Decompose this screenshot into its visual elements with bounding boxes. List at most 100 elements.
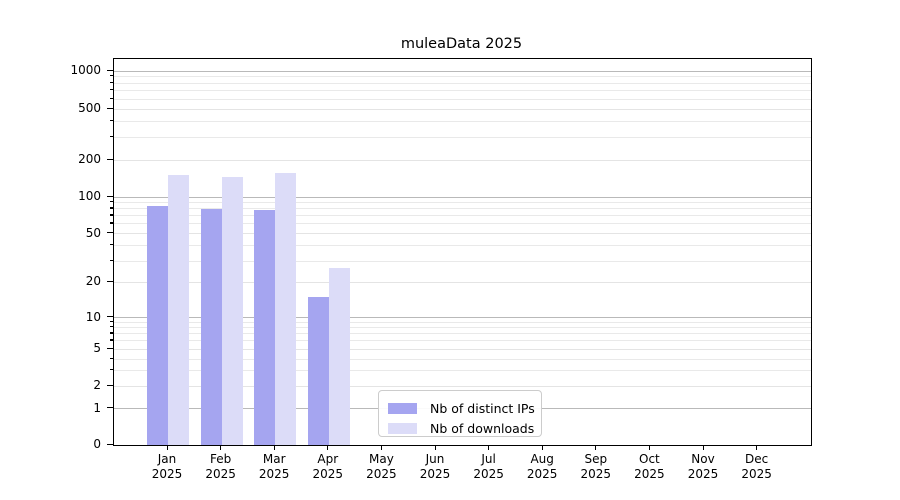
y-tick-label: 10 [85, 309, 101, 324]
x-label-year: 2025 [205, 467, 236, 482]
gridline-minor [114, 369, 811, 371]
gridline-minor [114, 202, 811, 204]
gridline-minor [114, 327, 811, 329]
bar-distinct-ips-jan [147, 205, 168, 446]
gridline [114, 348, 811, 350]
gridline [114, 385, 811, 387]
x-tick [166, 445, 168, 451]
x-label-month: Mar [262, 452, 286, 467]
legend-item-downloads: Nb of downloads [388, 418, 541, 438]
y-tick-label: 500 [78, 101, 101, 115]
y-tick-label: 50 [85, 225, 101, 240]
x-label-month: Dec [744, 452, 769, 467]
x-tick [541, 445, 543, 451]
gridline-minor [114, 321, 811, 323]
y-tick-label: 0 [93, 437, 101, 452]
legend-item-distinct-ips: Nb of distinct IPs [388, 398, 541, 418]
x-label-month: Nov [691, 452, 715, 467]
gridline-minor [114, 358, 811, 360]
bar-distinct-ips-apr [307, 296, 329, 446]
x-tick-label: May 2025 [349, 452, 413, 482]
y-minor-tick [110, 326, 113, 328]
x-label-year: 2025 [580, 467, 612, 482]
x-label-year: 2025 [258, 467, 290, 482]
bar-downloads-feb [221, 177, 243, 446]
y-tick-label: 2 [93, 378, 101, 392]
y-minor-tick [110, 97, 113, 99]
x-label-month: Feb [209, 452, 232, 467]
y-tick [107, 158, 113, 160]
x-tick [488, 445, 490, 451]
y-tick [107, 232, 113, 234]
y-minor-tick [110, 81, 113, 83]
x-label-month: Sep [584, 452, 608, 467]
gridline-minor [114, 223, 811, 225]
x-label-month: Jul [481, 452, 496, 467]
x-label-year: 2025 [634, 467, 665, 482]
x-tick-label: Jul 2025 [457, 452, 521, 482]
gridline-minor [114, 120, 811, 122]
legend-swatch-distinct-ips [388, 402, 417, 414]
x-tick [380, 445, 383, 451]
legend-label-distinct-ips: Nb of distinct IPs [430, 400, 535, 416]
y-tick [107, 407, 113, 409]
gridline-major [114, 196, 811, 198]
bar-distinct-ips-mar [254, 210, 276, 446]
x-label-year: 2025 [151, 467, 183, 482]
x-tick [756, 445, 758, 451]
y-tick [107, 443, 113, 445]
x-tick-label: Aug 2025 [510, 452, 574, 482]
gridline-minor [114, 245, 811, 246]
gridline-minor [114, 90, 811, 92]
gridline [114, 281, 811, 283]
y-tick-label: 100 [78, 189, 101, 204]
y-minor-tick [110, 368, 113, 370]
x-tick-label: Apr 2025 [296, 452, 360, 482]
x-label-year: 2025 [473, 467, 504, 482]
bar-downloads-apr [328, 268, 350, 446]
gridline-major [114, 70, 811, 72]
x-label-month: Aug [530, 452, 554, 467]
x-tick-label: Sep 2025 [564, 452, 628, 482]
x-label-year: 2025 [526, 467, 558, 482]
bar-distinct-ips-feb [200, 208, 222, 446]
x-label-month: Jun [425, 452, 445, 467]
x-tick [648, 445, 651, 451]
x-label-month: Apr [317, 452, 339, 467]
x-label-year: 2025 [312, 467, 344, 482]
x-label-year: 2025 [419, 467, 451, 482]
x-tick [327, 445, 329, 451]
y-tick [107, 195, 113, 197]
x-tick-label: Dec 2025 [725, 452, 789, 482]
gridline-minor [114, 333, 811, 335]
x-tick-label: Feb 2025 [189, 452, 253, 482]
y-minor-tick [110, 119, 113, 122]
bar-downloads-jan [168, 175, 189, 446]
x-tick-label: Nov 2025 [671, 452, 735, 482]
bar-downloads-mar [275, 172, 297, 446]
x-tick [595, 445, 597, 451]
gridline [114, 159, 811, 161]
y-minor-tick [110, 259, 113, 261]
x-label-year: 2025 [687, 467, 719, 482]
gridline-minor [114, 215, 811, 217]
plot-area [113, 58, 812, 446]
y-tick [107, 384, 113, 386]
gridline-minor [114, 98, 811, 100]
x-tick [434, 445, 436, 451]
y-minor-tick [110, 135, 113, 138]
x-label-month: May [368, 452, 394, 467]
chart-title: muleaData 2025 [400, 36, 523, 52]
x-tick [220, 445, 222, 451]
y-minor-tick [110, 207, 113, 209]
gridline [114, 233, 811, 234]
legend: Nb of distinct IPs Nb of downloads [378, 390, 542, 437]
x-label-year: 2025 [741, 467, 772, 482]
x-label-month: Jan [157, 452, 177, 467]
y-tick [107, 316, 113, 318]
y-tick-label: 1000 [70, 63, 101, 77]
y-tick [107, 107, 113, 109]
gridline-minor [114, 76, 811, 78]
y-minor-tick [110, 339, 113, 341]
